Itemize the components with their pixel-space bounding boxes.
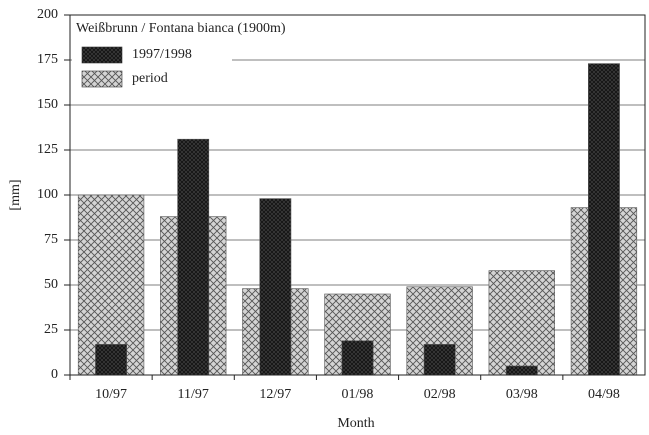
bar: [505, 365, 538, 376]
legend-label: period: [132, 71, 168, 86]
x-tick-label: 03/98: [506, 387, 538, 402]
bar: [423, 344, 456, 376]
x-tick-label: 01/98: [342, 387, 374, 402]
bar: [95, 344, 127, 376]
bar: [177, 138, 210, 376]
y-tick-label: 200: [37, 7, 58, 22]
legend-swatch: [81, 70, 123, 88]
y-tick-label: 150: [37, 97, 58, 112]
legend-label: 1997/1998: [132, 47, 192, 62]
bar: [488, 270, 555, 376]
y-tick-label: 50: [44, 277, 58, 292]
x-tick-label: 10/97: [95, 387, 127, 402]
y-tick-label: 125: [37, 142, 58, 157]
y-tick-label: 25: [44, 322, 58, 337]
bar: [588, 63, 620, 376]
x-axis-label: Month: [337, 416, 374, 431]
y-tick-label: 175: [37, 52, 58, 67]
y-tick-label: 75: [44, 232, 58, 247]
x-tick-label: 02/98: [424, 387, 456, 402]
y-tick-label: 100: [37, 187, 58, 202]
y-tick-label: 0: [51, 367, 58, 382]
x-tick-label: 11/97: [178, 387, 209, 402]
x-tick-label: 04/98: [588, 387, 620, 402]
y-axis-label: [mm]: [8, 179, 23, 210]
plot-frame: [69, 14, 646, 376]
bar: [341, 340, 374, 376]
chart-title: Weißbrunn / Fontana bianca (1900m): [76, 21, 286, 36]
title-bg: [72, 17, 352, 39]
bar: [259, 198, 292, 376]
legend-swatch: [81, 46, 123, 64]
x-tick-label: 12/97: [259, 387, 291, 402]
